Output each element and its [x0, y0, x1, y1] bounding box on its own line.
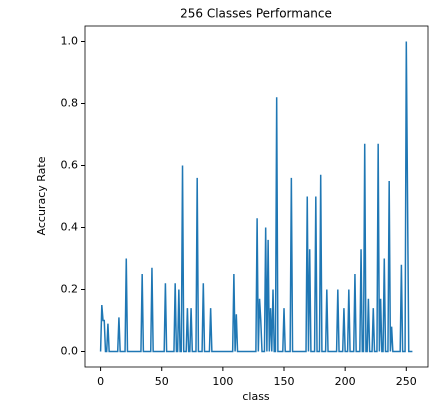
- x-tick-label: 150: [274, 375, 295, 388]
- y-tick-label: 0.4: [61, 221, 79, 234]
- x-tick-label: 200: [335, 375, 356, 388]
- y-tick-label: 1.0: [61, 35, 79, 48]
- y-axis-label: Accuracy Rate: [35, 156, 48, 235]
- y-tick-label: 0.6: [61, 159, 79, 172]
- y-tick-label: 0.8: [61, 97, 79, 110]
- y-tick-label: 0.0: [61, 345, 79, 358]
- x-tick-label: 0: [97, 375, 104, 388]
- chart-title: 256 Classes Performance: [180, 7, 332, 21]
- x-tick-label: 100: [212, 375, 233, 388]
- x-axis-label: class: [242, 390, 270, 403]
- plot-frame: [84, 25, 429, 368]
- x-tick-label: 250: [396, 375, 417, 388]
- y-tick-label: 0.2: [61, 283, 79, 296]
- x-tick-label: 50: [155, 375, 169, 388]
- data-line: [99, 41, 413, 353]
